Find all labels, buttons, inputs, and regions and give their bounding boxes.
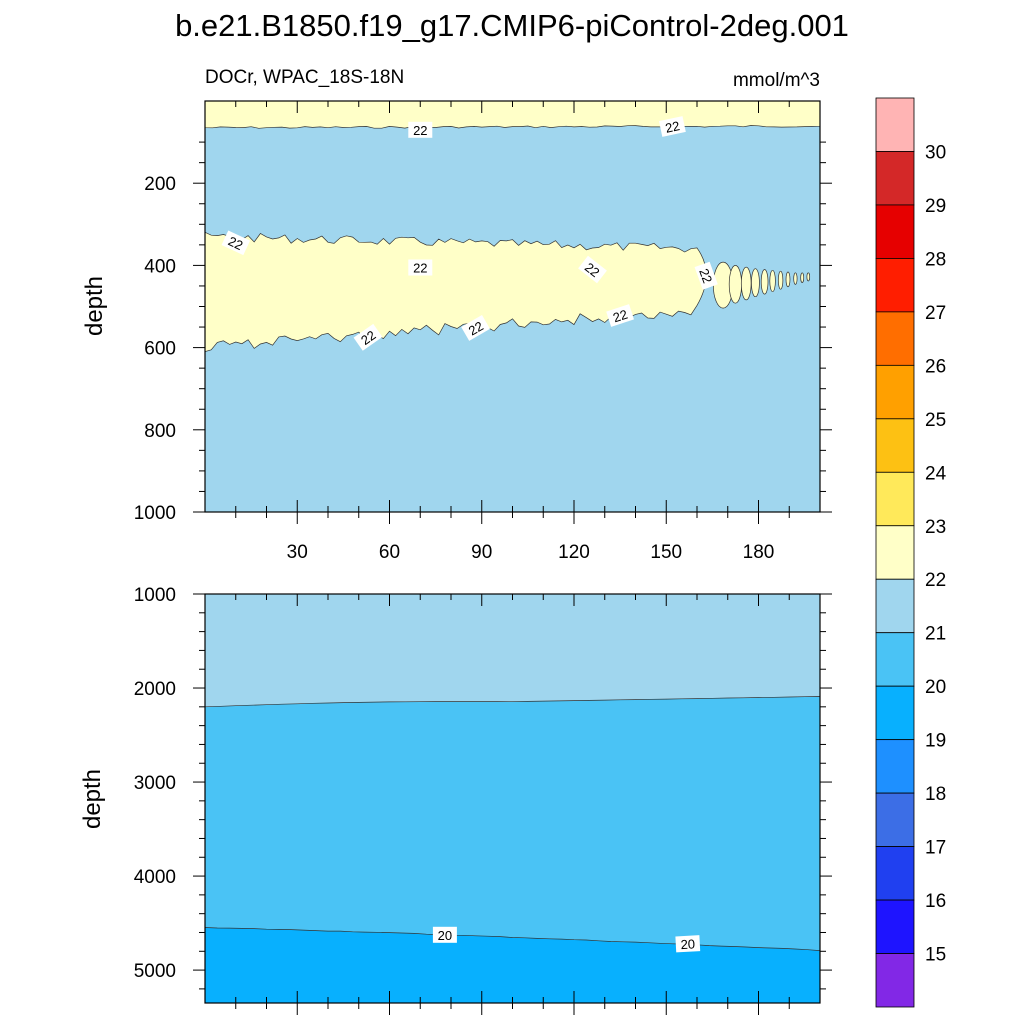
colorbar-label: 17 (925, 838, 946, 859)
svg-text:22: 22 (611, 307, 629, 326)
upper-blob-7 (777, 270, 784, 290)
colorbar-label: 24 (925, 463, 947, 484)
colorbar-label: 15 (925, 945, 946, 966)
upper-contour-label-9: 22 (606, 304, 634, 327)
colorbar: 30 29 28 27 26 25 24 23 22 21 20 19 18 17 16 15 (875, 97, 947, 1008)
colorbar-label: 18 (925, 784, 946, 805)
colorbar-label: 26 (925, 356, 946, 377)
svg-text:22: 22 (413, 123, 427, 138)
colorbar-label: 30 (925, 143, 946, 164)
upper-blob-9 (793, 272, 798, 285)
upper-xtick-label: 120 (558, 542, 590, 563)
upper-xtick-label: 180 (743, 542, 775, 563)
upper-fill-22-23-blobs (712, 261, 811, 309)
colorbar-swatch-6 (875, 364, 915, 420)
upper-ytick-label: 1000 (134, 503, 176, 524)
lower-ytick-label: 1000 (134, 585, 176, 606)
upper-blob-6 (769, 269, 776, 293)
colorbar-label: 19 (925, 731, 946, 752)
colorbar-swatch-7 (875, 418, 915, 473)
lower-fill-19-20 (205, 927, 820, 1003)
lower-axis-ticks: 1000 2000 3000 4000 5000 (134, 585, 832, 1015)
svg-text:22: 22 (466, 318, 486, 338)
svg-text:20: 20 (438, 928, 452, 943)
colorbar-label: 21 (925, 624, 946, 645)
upper-ytick-label: 400 (144, 256, 176, 277)
upper-contour-label-5: 22 (578, 255, 607, 284)
colorbar-swatch-14 (875, 792, 915, 847)
upper-blob-5 (760, 269, 769, 295)
upper-contour-field (205, 101, 820, 512)
colorbar-label: 25 (925, 410, 946, 431)
colorbar-swatch-3 (875, 204, 915, 259)
lower-contour-field (205, 594, 820, 1003)
colorbar-label: 28 (925, 249, 946, 270)
figure-title: b.e21.B1850.f19_g17.CMIP6-piControl-2deg… (175, 8, 849, 43)
colorbar-swatch-1 (875, 97, 915, 152)
lower-fill-20-21 (205, 696, 820, 1003)
upper-contour-labels: 22 22 22 22 22 22 22 22 22 (221, 116, 718, 351)
lower-ylabel: depth (79, 769, 106, 829)
lower-ytick-label: 4000 (134, 867, 176, 888)
colorbar-swatch-13 (875, 739, 915, 794)
colorbar-swatch-9 (875, 525, 915, 580)
svg-text:22: 22 (226, 233, 245, 253)
colorbar-label: 22 (925, 570, 946, 591)
upper-xtick-label: 60 (379, 542, 400, 563)
upper-blob-10 (800, 272, 805, 283)
upper-contour-label-6: 22 (694, 261, 718, 290)
svg-text:22: 22 (358, 327, 378, 348)
colorbar-label: 20 (925, 677, 946, 698)
colorbar-label: 16 (925, 891, 946, 912)
colorbar-swatch-11 (875, 632, 915, 687)
colorbar-swatch-15 (875, 846, 915, 901)
colorbar-swatch-10 (875, 578, 915, 634)
upper-contour-label-8: 22 (461, 314, 490, 341)
svg-text:22: 22 (664, 118, 681, 136)
upper-blob-3 (740, 266, 752, 301)
upper-ytick-label: 200 (144, 174, 176, 195)
colorbar-label: 23 (925, 517, 946, 538)
svg-text:20: 20 (680, 936, 695, 952)
upper-xtick-label: 150 (650, 542, 682, 563)
colorbar-label: 27 (925, 303, 946, 324)
lower-contour-label-1: 20 (432, 926, 457, 943)
upper-right-string: mmol/m^3 (733, 70, 820, 91)
upper-contour-label-4: 22 (408, 259, 433, 276)
lower-ytick-label: 2000 (134, 679, 176, 700)
upper-blob-4 (751, 268, 760, 298)
colorbar-swatch-2 (875, 151, 915, 206)
upper-contour-label-1: 22 (408, 121, 433, 138)
colorbar-swatch-8 (875, 471, 915, 527)
lower-contour-label-2: 20 (675, 935, 701, 953)
upper-axis-ticks: 30 60 90 120 150 180 200 400 600 800 1000 (134, 101, 832, 563)
colorbar-swatch-12 (875, 685, 915, 741)
upper-blob-8 (785, 271, 791, 288)
upper-contour-label-7: 22 (353, 323, 383, 351)
upper-ylabel: depth (81, 276, 108, 336)
colorbar-swatch-16 (875, 899, 915, 954)
upper-left-string: DOCr, WPAC_18S-18N (205, 67, 404, 88)
colorbar-swatch-4 (875, 258, 915, 313)
colorbar-swatch-17 (875, 953, 915, 1008)
upper-contour-label-2: 22 (658, 116, 686, 137)
upper-contour-label-3: 22 (221, 230, 251, 256)
upper-ytick-label: 800 (144, 421, 176, 442)
svg-text:22: 22 (696, 267, 715, 286)
colorbar-label: 29 (925, 196, 946, 217)
lower-ytick-label: 5000 (134, 961, 176, 982)
colorbar-swatch-5 (875, 311, 915, 366)
upper-xtick-label: 90 (471, 542, 492, 563)
upper-ytick-label: 600 (144, 339, 176, 360)
upper-blob-2 (728, 265, 742, 304)
svg-text:22: 22 (413, 261, 427, 276)
upper-blob-11 (806, 272, 811, 282)
upper-xtick-label: 30 (287, 542, 308, 563)
lower-ytick-label: 3000 (134, 773, 176, 794)
